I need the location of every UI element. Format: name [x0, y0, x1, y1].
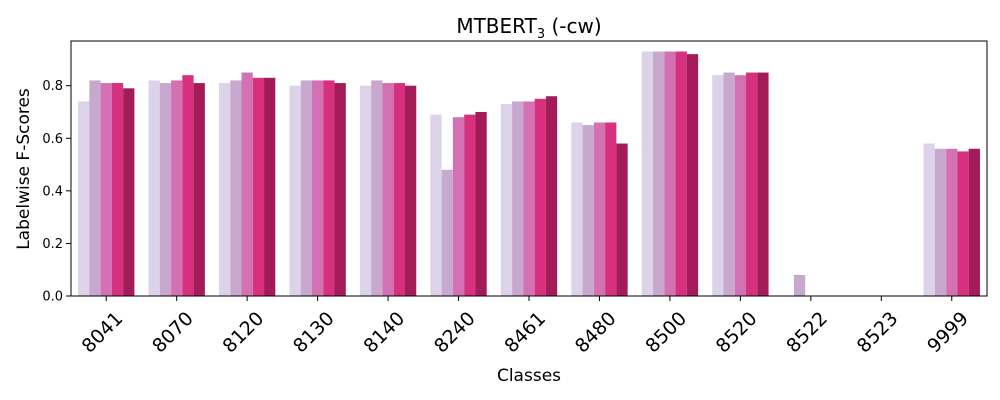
- bar-8041-series-4: [111, 83, 124, 296]
- x-axis: 8041 8070 8120 8130 8140 8240 8461 8480 8500 8520…: [78, 296, 973, 357]
- bar-8070-series-3: [171, 80, 183, 297]
- x-tick-label-8041: 8041: [78, 308, 128, 358]
- bar-8070-series-2: [159, 83, 172, 296]
- bar-9999-series-3: [946, 148, 958, 296]
- bar-8461-series-5: [545, 96, 558, 297]
- y-axis-title: Labelwise F-Scores: [14, 88, 34, 250]
- y-tick-label: 0.4: [42, 184, 63, 199]
- x-tick-label-8130: 8130: [289, 308, 339, 358]
- chart-title-subscript: 3: [537, 27, 545, 42]
- bar-8041-series-2: [89, 80, 101, 297]
- bar-8070-series-4: [182, 75, 194, 297]
- bar-8480-series-2: [582, 125, 594, 297]
- x-tick-label-8522: 8522: [782, 308, 832, 358]
- bar-8522-series-2: [793, 274, 806, 296]
- x-axis-title: Classes: [497, 366, 561, 386]
- y-axis: 0.0 0.2 0.4 0.6 0.8: [42, 79, 71, 305]
- bar-9999-series-1: [923, 143, 935, 296]
- bar-8140-series-2: [371, 80, 383, 297]
- bar-8130-series-2: [300, 80, 312, 297]
- bar-8480-series-3: [593, 122, 606, 297]
- bar-8520-series-3: [734, 75, 747, 297]
- bar-8461-series-4: [534, 98, 546, 296]
- bar-8480-series-4: [605, 122, 617, 297]
- bar-8461-series-2: [512, 101, 524, 297]
- bar-8461-series-3: [523, 101, 535, 297]
- x-tick-label-8500: 8500: [641, 308, 691, 358]
- x-tick-label-8070: 8070: [148, 308, 198, 358]
- bar-8070-series-5: [193, 83, 205, 296]
- bar-8240-series-3: [452, 117, 465, 297]
- bar-8240-series-5: [475, 111, 487, 296]
- bar-8520-series-5: [757, 72, 769, 296]
- bar-8461-series-1: [500, 104, 513, 296]
- bar-8120-series-4: [252, 77, 265, 296]
- bar-8130-series-5: [334, 83, 346, 296]
- bar-8130-series-4: [323, 80, 335, 297]
- bars: [78, 51, 980, 297]
- bar-9999-series-4: [957, 151, 969, 296]
- bar-8041-series-1: [78, 101, 90, 297]
- x-tick-label-8120: 8120: [219, 308, 269, 358]
- bar-8140-series-3: [382, 83, 394, 296]
- x-tick-label-8461: 8461: [500, 308, 550, 358]
- bar-9999-series-2: [934, 148, 947, 296]
- bar-8041-series-5: [123, 88, 135, 296]
- bar-8500-series-5: [686, 54, 699, 296]
- bar-8480-series-1: [571, 122, 583, 297]
- bar-8240-series-1: [430, 114, 442, 296]
- x-tick-label-8523: 8523: [853, 308, 903, 358]
- bar-8480-series-5: [616, 143, 628, 296]
- bar-8520-series-1: [712, 75, 724, 297]
- bar-8130-series-3: [311, 80, 324, 297]
- x-tick-label-9999: 9999: [923, 308, 973, 358]
- x-tick-label-8140: 8140: [359, 308, 409, 358]
- bar-8120-series-5: [264, 77, 276, 296]
- bar-8120-series-1: [218, 83, 231, 296]
- bar-8500-series-1: [641, 51, 654, 296]
- y-tick-label: 0.8: [42, 79, 63, 94]
- bar-8520-series-4: [746, 72, 758, 296]
- y-tick-label: 0.2: [42, 237, 63, 252]
- bar-8120-series-2: [230, 80, 242, 297]
- bar-8500-series-3: [664, 51, 676, 296]
- chart-title: MTBERT3 (-cw): [456, 14, 601, 42]
- bar-8041-series-3: [100, 83, 112, 296]
- x-tick-label-8240: 8240: [430, 308, 480, 358]
- y-tick-label: 0.0: [42, 290, 63, 305]
- x-tick-label-8480: 8480: [571, 308, 621, 358]
- bar-9999-series-5: [968, 148, 980, 296]
- bar-8500-series-2: [653, 51, 665, 296]
- bar-8240-series-2: [441, 169, 453, 296]
- bar-8140-series-5: [404, 85, 417, 296]
- chart-title-suffix: (-cw): [545, 14, 602, 38]
- bar-8140-series-4: [393, 83, 405, 296]
- plot-frame: [70, 40, 988, 297]
- x-tick-label-8520: 8520: [712, 308, 762, 358]
- y-tick-label: 0.6: [42, 132, 63, 147]
- bar-8240-series-4: [464, 114, 476, 296]
- bar-8140-series-1: [359, 85, 372, 296]
- bar-8120-series-3: [241, 72, 253, 296]
- bar-8130-series-1: [289, 85, 301, 296]
- bar-8500-series-4: [675, 51, 687, 296]
- bar-8520-series-2: [723, 72, 735, 296]
- chart-title-main: MTBERT: [456, 14, 537, 38]
- bar-8070-series-1: [148, 80, 160, 297]
